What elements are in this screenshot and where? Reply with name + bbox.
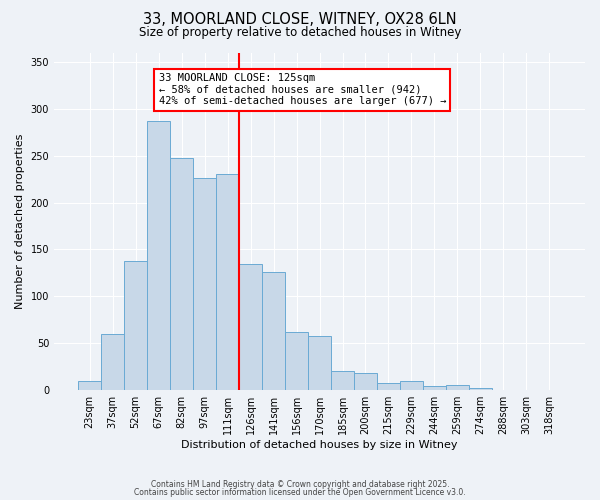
Bar [216, 174, 239, 390]
Bar [308, 336, 331, 390]
Bar [262, 272, 285, 390]
Y-axis label: Number of detached properties: Number of detached properties [15, 134, 25, 309]
Bar [285, 332, 308, 390]
Bar [124, 261, 147, 390]
Bar [170, 158, 193, 390]
Text: Size of property relative to detached houses in Witney: Size of property relative to detached ho… [139, 26, 461, 39]
Bar [101, 334, 124, 390]
Bar [469, 388, 492, 390]
Bar [446, 384, 469, 390]
Text: Contains HM Land Registry data © Crown copyright and database right 2025.: Contains HM Land Registry data © Crown c… [151, 480, 449, 489]
X-axis label: Distribution of detached houses by size in Witney: Distribution of detached houses by size … [181, 440, 458, 450]
Text: Contains public sector information licensed under the Open Government Licence v3: Contains public sector information licen… [134, 488, 466, 497]
Bar [354, 374, 377, 390]
Text: 33, MOORLAND CLOSE, WITNEY, OX28 6LN: 33, MOORLAND CLOSE, WITNEY, OX28 6LN [143, 12, 457, 28]
Bar [78, 381, 101, 390]
Bar [331, 372, 354, 390]
Text: 33 MOORLAND CLOSE: 125sqm
← 58% of detached houses are smaller (942)
42% of semi: 33 MOORLAND CLOSE: 125sqm ← 58% of detac… [158, 73, 446, 106]
Bar [423, 386, 446, 390]
Bar [400, 381, 423, 390]
Bar [239, 264, 262, 390]
Bar [193, 178, 216, 390]
Bar [147, 121, 170, 390]
Bar [377, 382, 400, 390]
